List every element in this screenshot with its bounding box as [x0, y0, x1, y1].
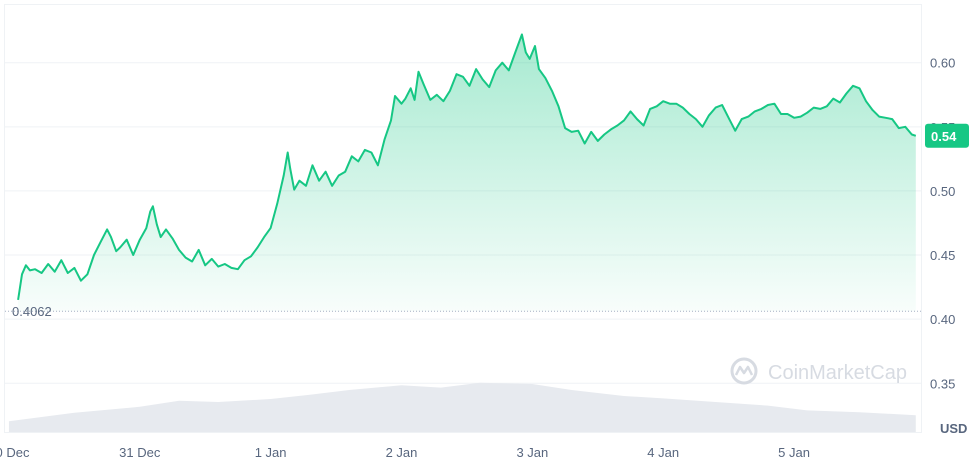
plot-frame: [4, 4, 922, 433]
y-tick-label: 0.40: [930, 312, 955, 327]
x-axis-ticks: 30 Dec 31 Dec 1 Jan 2 Jan 3 Jan 4 Jan 5 Jan: [0, 445, 810, 460]
y-tick-label: 0.50: [930, 184, 955, 199]
price-area: [18, 34, 916, 312]
x-tick-label: 3 Jan: [516, 445, 548, 460]
y-tick-label: 0.45: [930, 248, 955, 263]
open-price-label: 0.4062: [12, 304, 52, 319]
volume-area: [8, 382, 916, 432]
volume-shape: [8, 382, 916, 432]
last-price-badge: 0.54: [925, 123, 969, 148]
y-axis-ticks: 0.600.550.500.450.400.35: [930, 56, 955, 392]
x-tick-label: 2 Jan: [386, 445, 418, 460]
x-tick-label: 4 Jan: [647, 445, 679, 460]
y-tick-label: 0.35: [930, 376, 955, 391]
last-price-value: 0.54: [931, 129, 957, 144]
price-area-fill: [18, 34, 916, 312]
watermark-text: CoinMarketCap: [768, 362, 907, 384]
y-tick-label: 0.60: [930, 56, 955, 71]
x-tick-label: 5 Jan: [778, 445, 810, 460]
x-tick-label: 31 Dec: [119, 445, 161, 460]
coinmarketcap-watermark: CoinMarketCap: [730, 357, 907, 385]
price-line: [17, 33, 917, 301]
currency-unit-label: USD: [940, 421, 967, 436]
price-line-layer: [17, 33, 917, 301]
coinmarketcap-logo-icon: [730, 357, 758, 385]
x-tick-label: 1 Jan: [255, 445, 287, 460]
x-tick-label: 30 Dec: [0, 445, 30, 460]
